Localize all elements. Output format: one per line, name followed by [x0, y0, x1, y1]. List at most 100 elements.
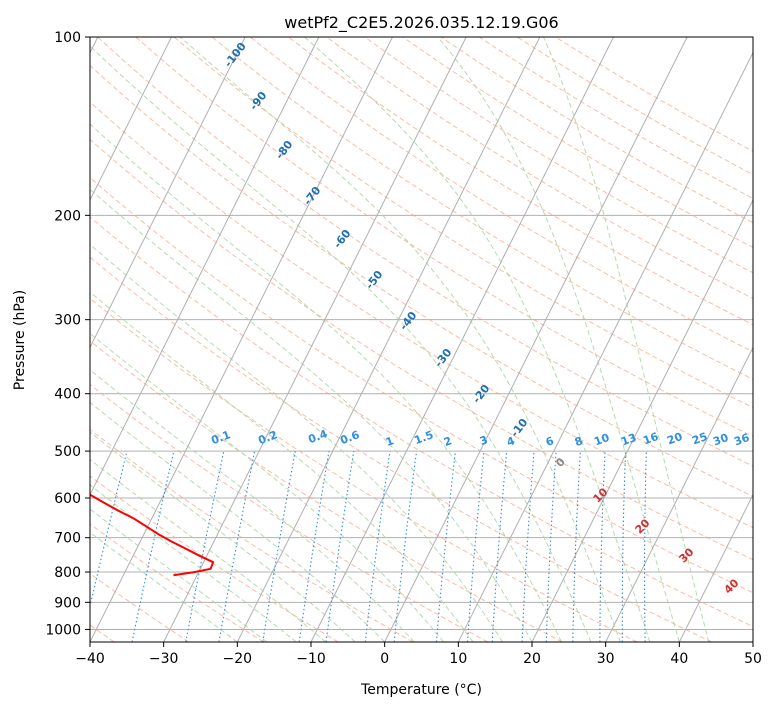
mixing-ratio-label: 4 — [505, 434, 517, 449]
y-tick-label: 700 — [54, 531, 81, 547]
thermodynamic-background — [90, 37, 753, 642]
mixing-ratio-line — [325, 451, 355, 642]
dry-adiabat-line — [478, 37, 753, 199]
y-tick-label: 100 — [54, 30, 81, 46]
x-tick-label: 10 — [449, 651, 467, 667]
dry-adiabat-line — [173, 37, 753, 409]
mixing-ratio-label: 6 — [544, 434, 556, 449]
dry-adiabat-line — [211, 37, 753, 380]
mixing-ratio-line — [364, 451, 391, 642]
y-tick-label: 900 — [54, 595, 81, 611]
y-axis-label: Pressure (hPa) — [12, 290, 28, 390]
dry-adiabats — [90, 37, 753, 642]
moist-adiabat-line — [90, 431, 356, 642]
mixing-ratio-label: 0.4 — [306, 427, 329, 446]
mixing-ratio-label: 13 — [619, 431, 638, 448]
moist-adiabats — [90, 37, 710, 642]
y-tick-label: 800 — [54, 565, 81, 581]
chart-title: wetPf2_C2E5.2026.035.12.19.G06 — [284, 13, 558, 33]
moist-adiabat-line — [437, 37, 680, 642]
mixing-ratio-line — [131, 450, 175, 642]
dry-adiabat-line — [90, 138, 753, 561]
dry-adiabat-line — [90, 216, 753, 628]
x-tick-label: 20 — [523, 651, 541, 667]
mixing-ratio-line — [298, 451, 330, 642]
moist-adiabat-line — [304, 37, 651, 642]
x-tick-label: 40 — [670, 651, 688, 667]
mixing-ratio-line — [185, 450, 225, 642]
moist-adiabat-line — [90, 458, 327, 642]
moist-adiabat-line — [90, 484, 297, 642]
sounding-traces — [90, 493, 215, 577]
y-tick-label: 500 — [54, 444, 81, 460]
isotherms — [90, 37, 753, 642]
x-axis-label: Temperature (°C) — [360, 682, 482, 698]
isotherm-line — [605, 346, 753, 642]
y-tick-label: 200 — [54, 208, 81, 224]
x-tick-label: 50 — [744, 651, 762, 667]
mixing-ratio-label: 36 — [732, 431, 751, 449]
dry-adiabat-line — [90, 101, 753, 529]
dry-adiabat-line — [90, 428, 414, 642]
isotherm-line — [90, 37, 320, 496]
moist-adiabat-line — [90, 291, 474, 642]
temperature-trace — [90, 493, 215, 577]
x-tick-label: −20 — [223, 651, 253, 667]
mixing-ratio-line — [262, 451, 296, 642]
isotherm-line — [384, 37, 688, 642]
dry-adiabat-line — [364, 37, 753, 274]
mixing-ratio-label: 8 — [573, 434, 585, 449]
mixing-ratio-label: 25 — [690, 430, 709, 447]
y-tick-label: 400 — [54, 387, 81, 403]
dry-adiabat-line — [90, 383, 488, 642]
x-tick-label: 30 — [597, 651, 615, 667]
moist-adiabat-line — [90, 401, 386, 642]
mixing-ratio-label: 16 — [641, 430, 660, 448]
x-tick-label: −40 — [75, 651, 105, 667]
dry-adiabat-line — [516, 37, 753, 176]
dry-adiabat-line — [250, 37, 753, 353]
x-tick-label: −10 — [296, 651, 326, 667]
moist-adiabat-line — [90, 243, 503, 642]
dry-adiabat-line — [90, 475, 339, 642]
dry-adiabat-line — [402, 37, 753, 249]
pressure-gridlines — [90, 36, 753, 630]
dry-adiabat-line — [90, 177, 753, 594]
mixing-ratio-label: 10 — [592, 431, 611, 449]
x-tick-label: −30 — [149, 651, 179, 667]
x-tick-label: 0 — [380, 651, 389, 667]
isotherm-line — [90, 37, 246, 349]
isotherm-line — [678, 493, 753, 642]
y-tick-label: 600 — [54, 491, 81, 507]
mixing-ratio-label: 3 — [478, 433, 490, 448]
isotherm-line — [310, 37, 614, 642]
plot-frame — [89, 36, 754, 643]
moist-adiabat-line — [90, 123, 562, 642]
dry-adiabat-line — [90, 523, 264, 642]
isotherm-line — [531, 198, 753, 642]
mixing-ratio-label: 30 — [711, 431, 730, 449]
mixing-ratio-line — [393, 451, 418, 642]
y-axis: 100 200 300 400 500 600 700 800 900 1000 — [45, 30, 90, 638]
mixing-ratio-label: 20 — [665, 430, 684, 448]
moist-adiabat-line — [90, 188, 533, 642]
moist-adiabat-line — [90, 45, 592, 642]
dry-adiabat-line — [135, 37, 753, 438]
dry-adiabat-line — [288, 37, 753, 326]
y-tick-label: 300 — [54, 313, 81, 329]
dry-adiabat-line — [97, 37, 753, 467]
mixing-ratio-label: 1 — [384, 434, 396, 449]
mixing-ratio-label: 2 — [442, 434, 454, 449]
y-tick-label: 1000 — [45, 622, 81, 638]
mixing-ratio-label: 1.5 — [412, 428, 435, 447]
isotherm-line — [163, 37, 467, 642]
moist-adiabat-line — [543, 37, 710, 642]
mixing-ratio-label: 0.6 — [338, 428, 361, 447]
mixing-ratio-lines — [90, 450, 647, 642]
x-axis: −40 −30 −20 −10 0 10 20 30 40 50 — [75, 642, 762, 667]
isotherm-line — [236, 37, 541, 642]
isotherm-line — [90, 37, 172, 202]
mixing-ratio-label: 0.2 — [256, 428, 279, 447]
